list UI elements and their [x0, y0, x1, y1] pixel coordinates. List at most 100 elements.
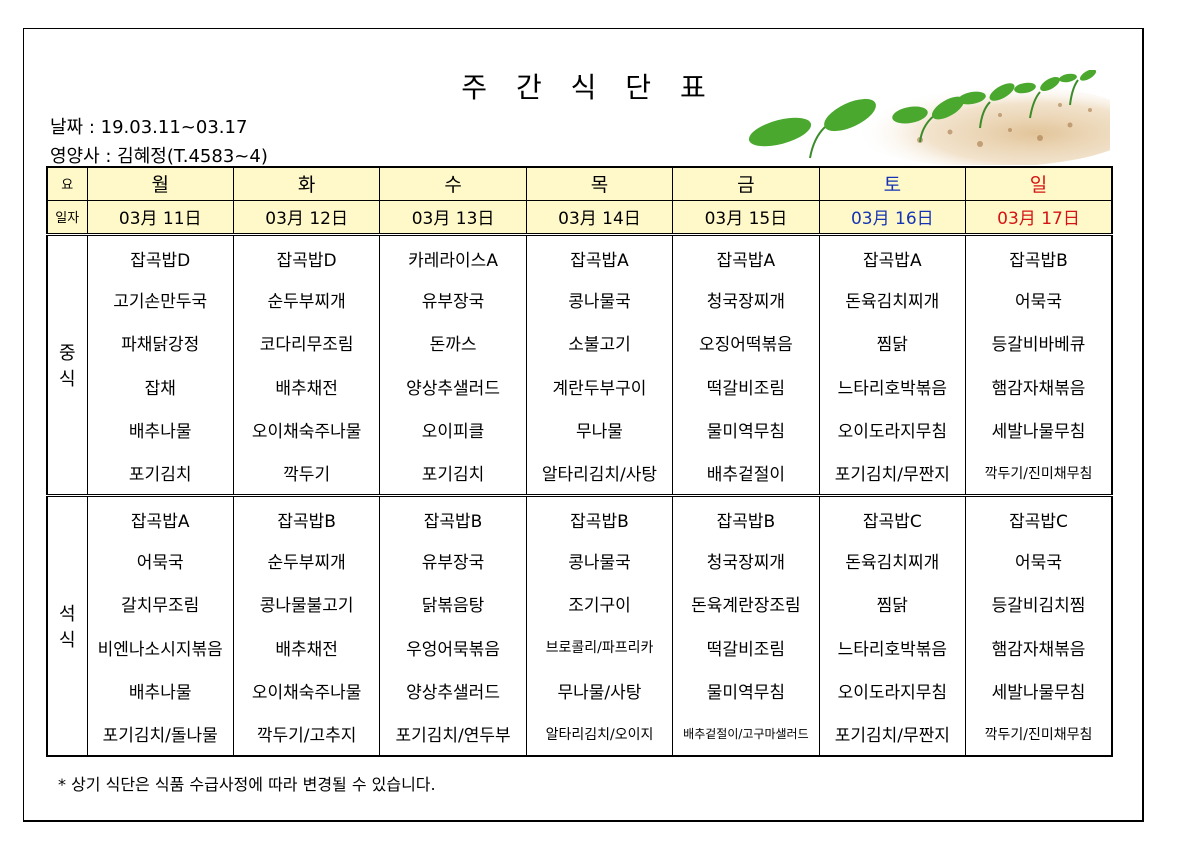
dinner-menu-item: 느타리호박볶음 [818, 625, 967, 669]
dinner-menu-item: 유부장국 [379, 538, 527, 582]
day-fri: 금 [672, 166, 820, 201]
lunch-menu-item: 어묵국 [965, 277, 1113, 321]
dinner-menu-item: 포기김치/돌나물 [86, 712, 234, 757]
dinner-menu-item: 배추채전 [232, 625, 381, 669]
lunch-menu-item: 오징어떡볶음 [672, 321, 820, 365]
lunch-menu-item: 잡곡밥D [232, 232, 381, 278]
dinner-menu-item: 닭볶음탕 [379, 582, 527, 626]
lunch-menu-item: 포기김치 [86, 451, 234, 495]
dinner-menu-item: 찜닭 [818, 582, 967, 626]
lunch-row: 배추나물 오이채숙주나물 오이피클 무나물 물미역무침 오이도라지무침 세발나물무침 [47, 408, 1113, 452]
dinner-row: 배추나물 오이채숙주나물 양상추샐러드 무나물/사탕 물미역무침 오이도라지무침 세발나물무… [47, 669, 1113, 713]
page-frame [23, 28, 1144, 822]
lunch-menu-item: 콩나물국 [525, 277, 674, 321]
dinner-menu-item: 잡곡밥C [818, 493, 967, 539]
dinner-row: 갈치무조림 콩나물불고기 닭볶음탕 조기구이 돈육계란장조림 찜닭 등갈비김치찜 [47, 582, 1113, 626]
dinner-menu-item: 어묵국 [86, 538, 234, 582]
weekly-menu-table: 요 월 화 수 목 금 토 일 일자 03月 11日 03月 12日 03月 1… [46, 166, 1113, 757]
dinner-menu-item: 갈치무조림 [86, 582, 234, 626]
lunch-menu-item: 오이도라지무침 [818, 408, 967, 452]
day-wed: 수 [379, 166, 527, 201]
lunch-menu-item: 배추겉절이 [672, 451, 820, 495]
dinner-menu-item: 햄감자채볶음 [965, 625, 1113, 669]
day-thu: 목 [525, 166, 674, 201]
dinner-row: 포기김치/돌나물 깍두기/고추지 포기김치/연두부 알타리김치/오이지 배추겉절이/고구… [47, 712, 1113, 757]
date-sat: 03月 16日 [818, 199, 967, 235]
dinner-menu-item: 포기김치/무짠지 [818, 712, 967, 757]
dinner-menu-item: 양상추샐러드 [379, 669, 527, 713]
dietitian-info: 영양사 : 김혜정(T.4583~4) [50, 146, 268, 167]
date-mon: 03月 11日 [86, 199, 234, 235]
date-sun: 03月 17日 [965, 199, 1113, 235]
lunch-menu-item: 느타리호박볶음 [818, 364, 967, 408]
dinner-menu-item: 브로콜리/파프리카 [525, 625, 674, 669]
lunch-menu-item: 등갈비바베큐 [965, 321, 1113, 365]
lunch-menu-item: 코다리무조림 [232, 321, 381, 365]
lunch-menu-item: 무나물 [525, 408, 674, 452]
dinner-menu-item: 세발나물무침 [965, 669, 1113, 713]
dinner-menu-item: 콩나물불고기 [232, 582, 381, 626]
dinner-menu-item: 청국장찌개 [672, 538, 820, 582]
dinner-menu-item: 배추겉절이/고구마샐러드 [672, 712, 820, 757]
weekday-header-row: 요 월 화 수 목 금 토 일 [46, 166, 1113, 201]
lunch-section: 중 식 잡곡밥D 잡곡밥D 카레라이스A 잡곡밥A 잡곡밥A 잡곡밥A 잡곡밥B 고기손만두국 순… [46, 232, 1113, 495]
lunch-menu-item: 오이피클 [379, 408, 527, 452]
lunch-menu-item: 잡채 [86, 364, 234, 408]
dinner-menu-item: 콩나물국 [525, 538, 674, 582]
dinner-menu-item: 잡곡밥C [965, 493, 1113, 539]
lunch-menu-item: 알타리김치/사탕 [525, 451, 674, 495]
lunch-row: 중 식 잡곡밥D 잡곡밥D 카레라이스A 잡곡밥A 잡곡밥A 잡곡밥A 잡곡밥B [46, 232, 1113, 495]
dinner-label: 석 식 [46, 493, 88, 756]
dinner-menu-item: 무나물/사탕 [525, 669, 674, 713]
lunch-menu-item: 잡곡밥A [525, 232, 674, 278]
lunch-menu-item: 떡갈비조림 [672, 364, 820, 408]
lunch-menu-item: 순두부찌개 [232, 277, 381, 321]
dinner-row: 어묵국 순두부찌개 유부장국 콩나물국 청국장찌개 돈육김치찌개 어묵국 [47, 538, 1113, 582]
dinner-menu-item: 배추나물 [86, 669, 234, 713]
dinner-menu-item: 우엉어묵볶음 [379, 625, 527, 669]
lunch-label: 중 식 [46, 232, 88, 495]
date-thu: 03月 14日 [525, 199, 674, 235]
lunch-menu-item: 카레라이스A [379, 232, 527, 278]
date-fri: 03月 15日 [672, 199, 820, 235]
dinner-menu-item: 비엔나소시지볶음 [86, 625, 234, 669]
dinner-menu-item: 돈육김치찌개 [818, 538, 967, 582]
dinner-menu-item: 잡곡밥B [232, 493, 381, 539]
dinner-menu-item: 물미역무침 [672, 669, 820, 713]
dinner-row: 비엔나소시지볶음 배추채전 우엉어묵볶음 브로콜리/파프리카 떡갈비조림 느타리호박볶음 햄… [47, 625, 1113, 669]
day-sat: 토 [818, 166, 967, 201]
lunch-menu-item: 잡곡밥B [965, 232, 1113, 278]
date-label: 일자 [46, 199, 88, 235]
footnote: * 상기 식단은 식품 수급사정에 따라 변경될 수 있습니다. [58, 775, 436, 794]
page-title: 주 간 식 단 표 [461, 71, 716, 104]
lunch-menu-item: 햄감자채볶음 [965, 364, 1113, 408]
day-mon: 월 [86, 166, 234, 201]
lunch-menu-item: 유부장국 [379, 277, 527, 321]
lunch-menu-item: 잡곡밥A [818, 232, 967, 278]
lunch-menu-item: 소불고기 [525, 321, 674, 365]
dinner-section: 석 식 잡곡밥A 잡곡밥B 잡곡밥B 잡곡밥B 잡곡밥B 잡곡밥C 잡곡밥C 어묵국 순두부찌개 유… [46, 493, 1113, 757]
lunch-row: 고기손만두국 순두부찌개 유부장국 콩나물국 청국장찌개 돈육김치찌개 어묵국 [47, 277, 1113, 321]
lunch-menu-item: 배추나물 [86, 408, 234, 452]
dinner-menu-item: 잡곡밥A [86, 493, 234, 539]
lunch-menu-item: 포기김치/무짠지 [818, 451, 967, 495]
lunch-menu-item: 양상추샐러드 [379, 364, 527, 408]
lunch-row: 포기김치 깍두기 포기김치 알타리김치/사탕 배추겉절이 포기김치/무짠지 깍두기/진미채무… [47, 451, 1113, 495]
dinner-menu-item: 깍두기/진미채무침 [965, 712, 1113, 757]
dinner-row: 석 식 잡곡밥A 잡곡밥B 잡곡밥B 잡곡밥B 잡곡밥B 잡곡밥C 잡곡밥C [46, 493, 1113, 756]
lunch-row: 잡채 배추채전 양상추샐러드 계란두부구이 떡갈비조림 느타리호박볶음 햄감자채볶음 [47, 364, 1113, 408]
dinner-menu-item: 잡곡밥B [525, 493, 674, 539]
lunch-row: 파채닭강정 코다리무조림 돈까스 소불고기 오징어떡볶음 찜닭 등갈비바베큐 [47, 321, 1113, 365]
date-range: 날짜 : 19.03.11~03.17 [50, 117, 248, 138]
lunch-menu-item: 깍두기/진미채무침 [965, 451, 1113, 495]
lunch-menu-item: 잡곡밥D [86, 232, 234, 278]
dinner-menu-item: 알타리김치/오이지 [525, 712, 674, 757]
dinner-menu-item: 포기김치/연두부 [379, 712, 527, 757]
dinner-menu-item: 잡곡밥B [672, 493, 820, 539]
date-tue: 03月 12日 [232, 199, 381, 235]
lunch-menu-item: 물미역무침 [672, 408, 820, 452]
dinner-menu-item: 떡갈비조림 [672, 625, 820, 669]
lunch-menu-item: 계란두부구이 [525, 364, 674, 408]
lunch-menu-item: 파채닭강정 [86, 321, 234, 365]
dinner-menu-item: 돈육계란장조림 [672, 582, 820, 626]
